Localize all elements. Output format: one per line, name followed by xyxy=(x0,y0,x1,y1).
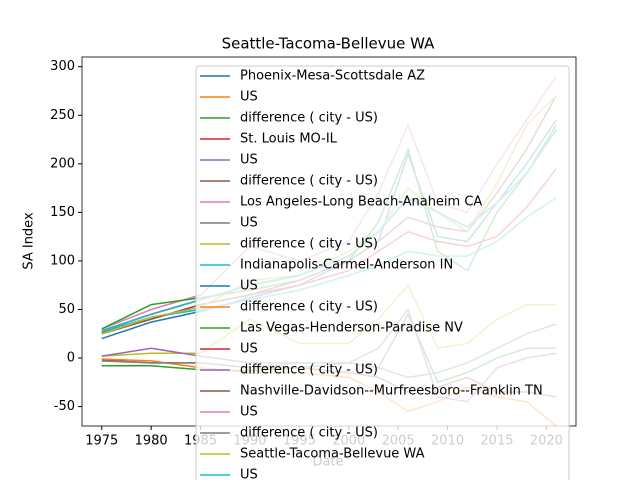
legend-label: difference ( city - US) xyxy=(240,300,378,315)
legend-label: US xyxy=(240,468,258,480)
legend-label: Indianapolis-Carmel-Anderson IN xyxy=(240,258,453,273)
legend-box xyxy=(195,65,570,480)
legend-label: difference ( city - US) xyxy=(240,111,378,126)
legend-label: difference ( city - US) xyxy=(240,426,378,441)
legend-label: US xyxy=(240,405,258,420)
legend-label: Seattle-Tacoma-Bellevue WA xyxy=(240,447,425,462)
legend-label: Phoenix-Mesa-Scottsdale AZ xyxy=(240,69,425,84)
legend-label: Las Vegas-Henderson-Paradise NV xyxy=(240,321,463,336)
legend-label: Los Angeles-Long Beach-Anaheim CA xyxy=(240,195,482,210)
y-tick-label: -50 xyxy=(54,399,75,414)
legend-label: Nashville-Davidson--Murfreesboro--Frankl… xyxy=(240,384,543,399)
legend-label: difference ( city - US) xyxy=(240,174,378,189)
legend-label: St. Louis MO-IL xyxy=(240,132,338,147)
y-tick-label: 0 xyxy=(67,351,75,366)
y-axis-label: SA Index xyxy=(22,212,37,270)
legend-label: difference ( city - US) xyxy=(240,363,378,378)
x-tick-label: 1980 xyxy=(135,434,168,449)
y-tick-label: 300 xyxy=(50,59,75,74)
legend-label: US xyxy=(240,342,258,357)
y-tick-label: 250 xyxy=(50,108,75,123)
legend-label: US xyxy=(240,216,258,231)
legend-label: US xyxy=(240,153,258,168)
y-tick-label: 150 xyxy=(50,205,75,220)
x-tick-label: 1975 xyxy=(85,434,118,449)
y-tick-label: 100 xyxy=(50,253,75,268)
legend-label: difference ( city - US) xyxy=(240,237,378,252)
chart-title: Seattle-Tacoma-Bellevue WA xyxy=(222,35,436,53)
legend-label: US xyxy=(240,90,258,105)
y-tick-label: 200 xyxy=(50,156,75,171)
legend: Phoenix-Mesa-Scottsdale AZ US difference (… xyxy=(195,65,570,480)
y-tick-label: 50 xyxy=(58,302,75,317)
legend-label: US xyxy=(240,279,258,294)
